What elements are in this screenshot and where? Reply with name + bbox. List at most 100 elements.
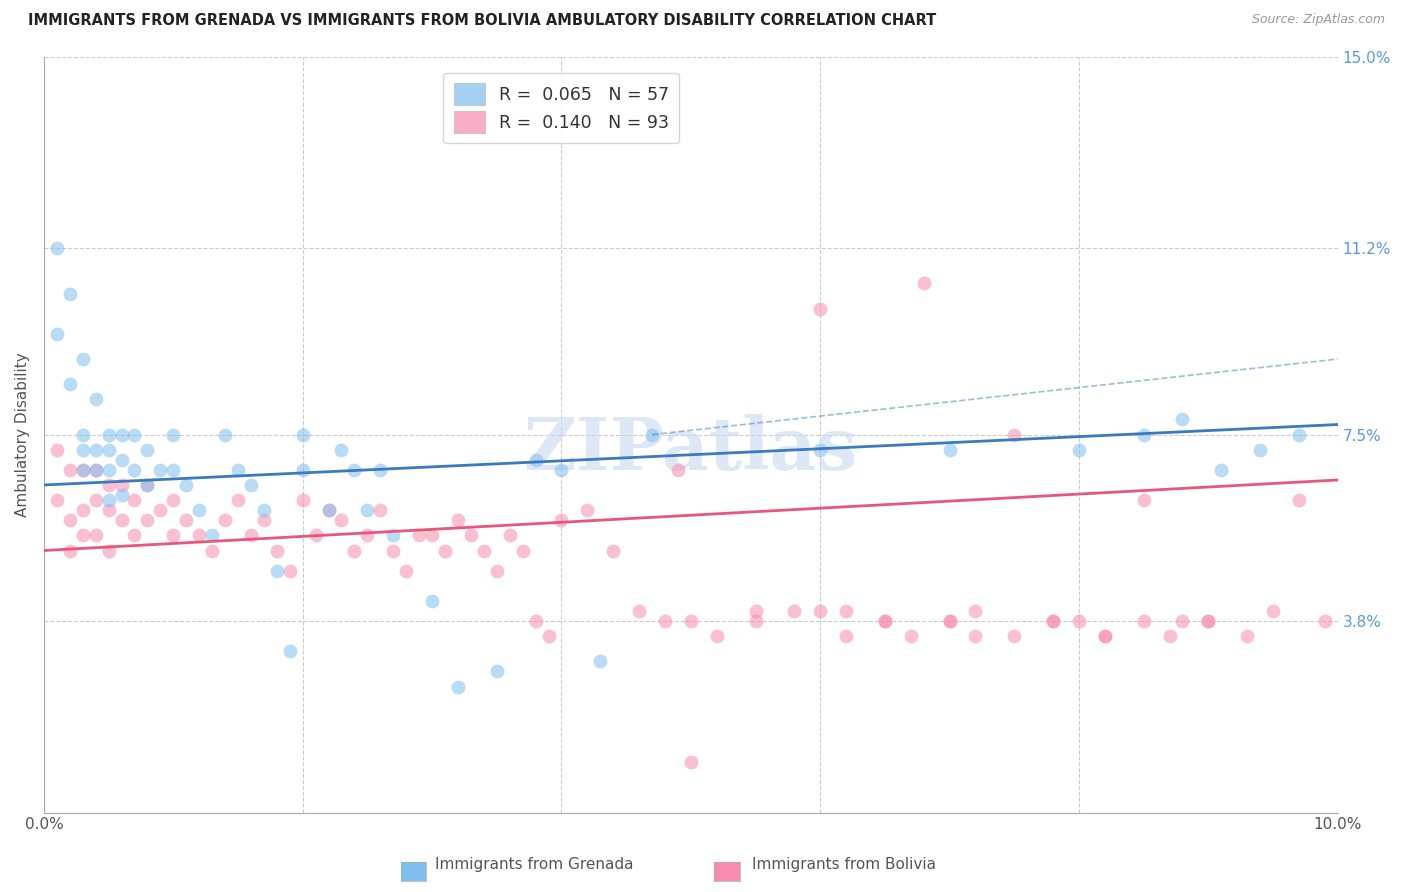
Point bbox=[524, 452, 547, 467]
Point bbox=[188, 503, 211, 517]
Point bbox=[84, 493, 107, 508]
Point bbox=[602, 543, 624, 558]
Point bbox=[110, 513, 132, 527]
Point bbox=[382, 528, 405, 542]
Point bbox=[97, 543, 120, 558]
Point bbox=[59, 377, 82, 392]
Point bbox=[291, 493, 314, 508]
Point bbox=[1094, 629, 1116, 643]
Point bbox=[1211, 463, 1233, 477]
Point bbox=[45, 326, 67, 341]
Point bbox=[420, 528, 443, 542]
Point bbox=[72, 427, 94, 442]
Point bbox=[382, 543, 405, 558]
Point bbox=[278, 644, 301, 658]
Point bbox=[420, 594, 443, 608]
Point bbox=[124, 493, 146, 508]
Point bbox=[408, 528, 430, 542]
Point bbox=[72, 442, 94, 457]
Point bbox=[162, 427, 184, 442]
Point bbox=[149, 463, 172, 477]
Point bbox=[550, 463, 572, 477]
Point bbox=[524, 614, 547, 628]
Point bbox=[174, 513, 197, 527]
Point bbox=[873, 614, 896, 628]
Point bbox=[304, 528, 326, 542]
Point bbox=[291, 427, 314, 442]
Point bbox=[201, 528, 224, 542]
Point bbox=[1171, 614, 1194, 628]
Point bbox=[266, 564, 288, 578]
Point bbox=[291, 463, 314, 477]
Point bbox=[666, 463, 689, 477]
Point bbox=[744, 604, 766, 618]
Point bbox=[239, 478, 262, 492]
Point bbox=[965, 604, 987, 618]
Point bbox=[499, 528, 522, 542]
Point bbox=[485, 665, 508, 679]
Point bbox=[174, 478, 197, 492]
Point bbox=[72, 528, 94, 542]
Point bbox=[253, 513, 276, 527]
Point bbox=[1067, 614, 1090, 628]
Point bbox=[395, 564, 418, 578]
Legend: R =  0.065   N = 57, R =  0.140   N = 93: R = 0.065 N = 57, R = 0.140 N = 93 bbox=[443, 73, 679, 143]
Point bbox=[938, 442, 960, 457]
Point bbox=[330, 513, 353, 527]
Point bbox=[278, 564, 301, 578]
Point bbox=[654, 614, 676, 628]
Point bbox=[1042, 614, 1064, 628]
Point bbox=[59, 543, 82, 558]
Text: ZIPatlas: ZIPatlas bbox=[524, 414, 858, 485]
Point bbox=[84, 463, 107, 477]
Point bbox=[84, 392, 107, 407]
Text: Immigrants from Grenada: Immigrants from Grenada bbox=[434, 857, 634, 872]
Point bbox=[97, 503, 120, 517]
Point bbox=[84, 528, 107, 542]
Point bbox=[1002, 629, 1025, 643]
Point bbox=[1313, 614, 1336, 628]
Point bbox=[136, 442, 159, 457]
Point bbox=[97, 478, 120, 492]
Point bbox=[550, 513, 572, 527]
Point bbox=[226, 493, 249, 508]
Point bbox=[45, 241, 67, 255]
Point bbox=[343, 463, 366, 477]
Point bbox=[72, 503, 94, 517]
Point bbox=[965, 629, 987, 643]
Point bbox=[226, 463, 249, 477]
Point bbox=[368, 463, 391, 477]
Point bbox=[1288, 493, 1310, 508]
Point bbox=[808, 442, 831, 457]
Point bbox=[1132, 493, 1154, 508]
Point bbox=[576, 503, 599, 517]
Point bbox=[1197, 614, 1219, 628]
Point bbox=[124, 427, 146, 442]
Point bbox=[330, 442, 353, 457]
Point bbox=[873, 614, 896, 628]
Point bbox=[356, 503, 378, 517]
Point bbox=[59, 286, 82, 301]
Point bbox=[1132, 614, 1154, 628]
Point bbox=[628, 604, 651, 618]
Point bbox=[835, 604, 858, 618]
Point bbox=[97, 493, 120, 508]
Point bbox=[783, 604, 806, 618]
Point bbox=[201, 543, 224, 558]
Y-axis label: Ambulatory Disability: Ambulatory Disability bbox=[15, 352, 30, 517]
Point bbox=[239, 528, 262, 542]
Point bbox=[136, 478, 159, 492]
Point bbox=[1249, 442, 1271, 457]
Point bbox=[97, 463, 120, 477]
Point bbox=[59, 463, 82, 477]
Point bbox=[485, 564, 508, 578]
Point bbox=[368, 503, 391, 517]
Point bbox=[744, 614, 766, 628]
Point bbox=[253, 503, 276, 517]
Point bbox=[214, 513, 236, 527]
Point bbox=[900, 629, 922, 643]
Point bbox=[641, 427, 664, 442]
Point bbox=[1261, 604, 1284, 618]
Point bbox=[1197, 614, 1219, 628]
Point bbox=[447, 680, 470, 694]
